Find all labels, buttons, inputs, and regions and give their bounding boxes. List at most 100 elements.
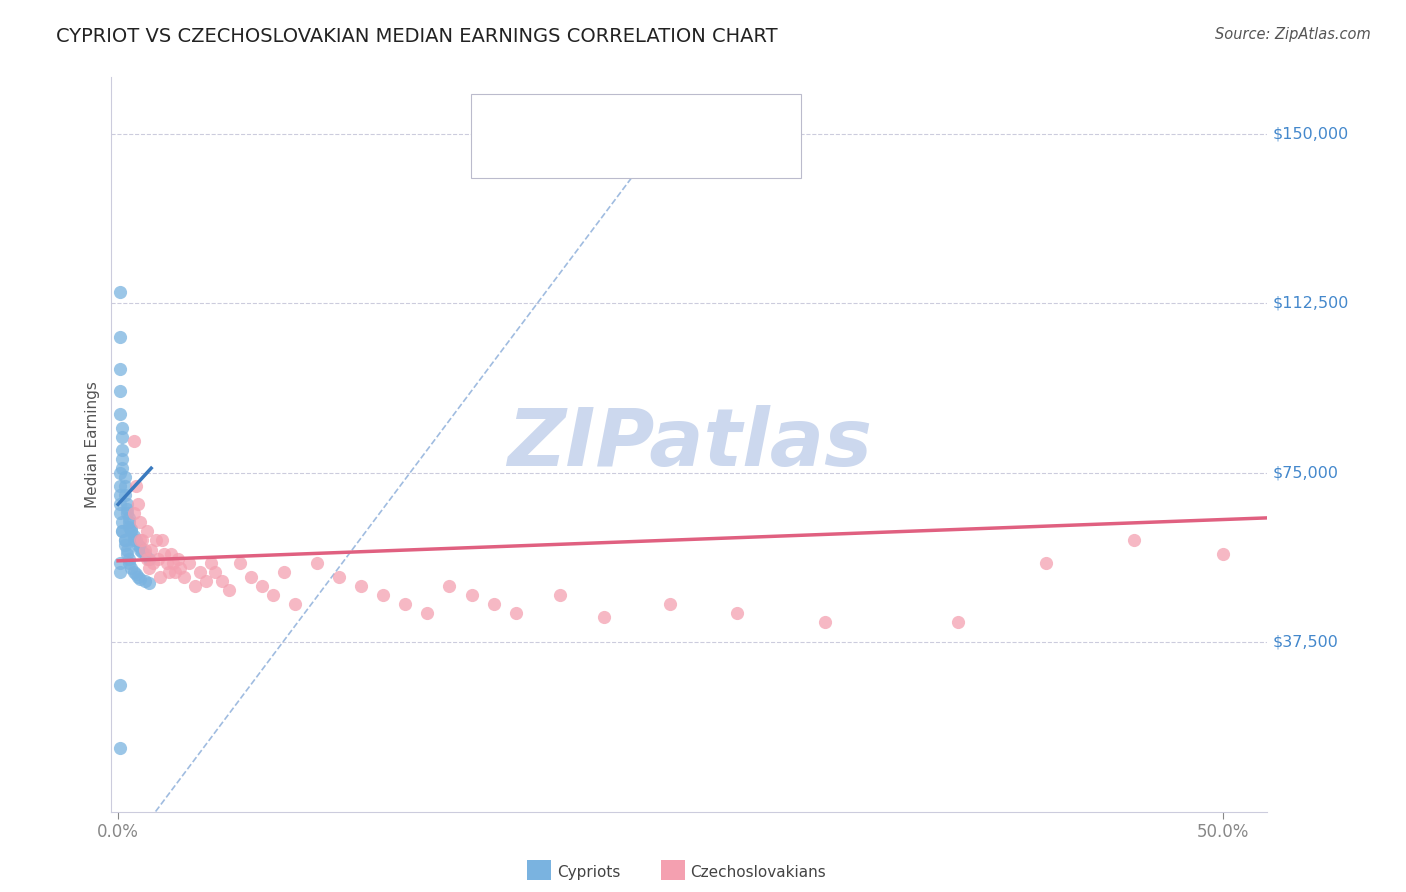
Point xyxy=(350,579,373,593)
Point xyxy=(114,533,136,548)
Point xyxy=(125,479,148,493)
Point xyxy=(228,556,250,570)
Point xyxy=(273,565,295,579)
Point xyxy=(204,565,226,579)
Point xyxy=(122,565,145,579)
Point xyxy=(131,533,153,548)
Point xyxy=(184,579,207,593)
Point xyxy=(134,574,156,588)
Point xyxy=(120,522,142,536)
Point xyxy=(122,529,145,543)
Point xyxy=(111,461,134,475)
Point xyxy=(110,741,132,756)
Point xyxy=(659,597,682,611)
Point xyxy=(460,588,482,602)
Point xyxy=(129,572,152,586)
Point xyxy=(110,384,132,399)
Point xyxy=(129,533,152,548)
Text: ZIPatlas: ZIPatlas xyxy=(506,406,872,483)
Point xyxy=(110,556,132,570)
Text: R = 0.158: R = 0.158 xyxy=(519,140,602,158)
Point xyxy=(141,542,163,557)
Point xyxy=(157,565,180,579)
Point xyxy=(111,420,134,434)
Text: Cypriots: Cypriots xyxy=(557,865,620,880)
Point xyxy=(114,488,136,502)
Text: N = 56: N = 56 xyxy=(679,104,741,122)
Point xyxy=(1212,547,1234,561)
Point xyxy=(115,507,138,521)
Point xyxy=(505,606,527,620)
Y-axis label: Median Earnings: Median Earnings xyxy=(86,381,100,508)
Text: N = 59: N = 59 xyxy=(679,140,741,158)
Point xyxy=(118,516,141,530)
Point xyxy=(162,556,184,570)
Text: $150,000: $150,000 xyxy=(1272,127,1348,142)
Point xyxy=(129,541,152,555)
Point xyxy=(593,610,616,624)
Point xyxy=(115,547,138,561)
Point xyxy=(156,556,179,570)
Point xyxy=(305,556,328,570)
Point xyxy=(138,551,160,566)
Point xyxy=(129,542,152,557)
Point xyxy=(145,533,167,548)
Point xyxy=(150,533,173,548)
Point xyxy=(153,547,176,561)
Text: $75,000: $75,000 xyxy=(1272,466,1339,480)
Point xyxy=(250,579,273,593)
Point xyxy=(110,407,132,421)
Point xyxy=(120,524,142,539)
Text: R = 0.137: R = 0.137 xyxy=(519,104,602,122)
Point xyxy=(114,470,136,484)
Text: $37,500: $37,500 xyxy=(1272,634,1339,649)
Point xyxy=(115,542,138,557)
Point xyxy=(114,538,136,552)
Point xyxy=(394,597,416,611)
Point xyxy=(127,497,149,511)
Point xyxy=(135,524,157,539)
Text: CYPRIOT VS CZECHOSLOVAKIAN MEDIAN EARNINGS CORRELATION CHART: CYPRIOT VS CZECHOSLOVAKIAN MEDIAN EARNIN… xyxy=(56,27,778,45)
Point xyxy=(110,330,132,344)
Point xyxy=(138,576,160,591)
Point xyxy=(177,556,200,570)
Point xyxy=(115,497,138,511)
Point xyxy=(284,597,307,611)
Point xyxy=(946,615,969,629)
Point xyxy=(127,569,149,583)
Point xyxy=(122,434,145,448)
Point xyxy=(173,569,195,583)
Point xyxy=(110,466,132,480)
Point xyxy=(135,551,157,566)
Text: Source: ZipAtlas.com: Source: ZipAtlas.com xyxy=(1215,27,1371,42)
Point xyxy=(120,560,142,574)
Point xyxy=(110,479,132,493)
Point xyxy=(188,565,211,579)
Point xyxy=(482,597,505,611)
Point xyxy=(111,524,134,539)
Point xyxy=(814,615,837,629)
Point xyxy=(125,533,148,548)
Point xyxy=(416,606,439,620)
Point xyxy=(110,488,132,502)
Point xyxy=(328,569,350,583)
Point xyxy=(200,556,222,570)
Point xyxy=(548,588,571,602)
Point xyxy=(114,533,136,548)
Point xyxy=(142,556,165,570)
Point xyxy=(111,524,134,539)
Point xyxy=(146,551,169,566)
Point xyxy=(218,583,240,598)
Point xyxy=(149,569,172,583)
Point xyxy=(115,501,138,516)
Point xyxy=(110,361,132,376)
Point xyxy=(111,429,134,443)
Point xyxy=(118,556,141,570)
Point xyxy=(134,547,156,561)
Point xyxy=(110,507,132,521)
Point xyxy=(129,516,152,530)
Point xyxy=(122,507,145,521)
Point xyxy=(118,520,141,534)
Point xyxy=(118,551,141,566)
Point xyxy=(195,574,218,588)
